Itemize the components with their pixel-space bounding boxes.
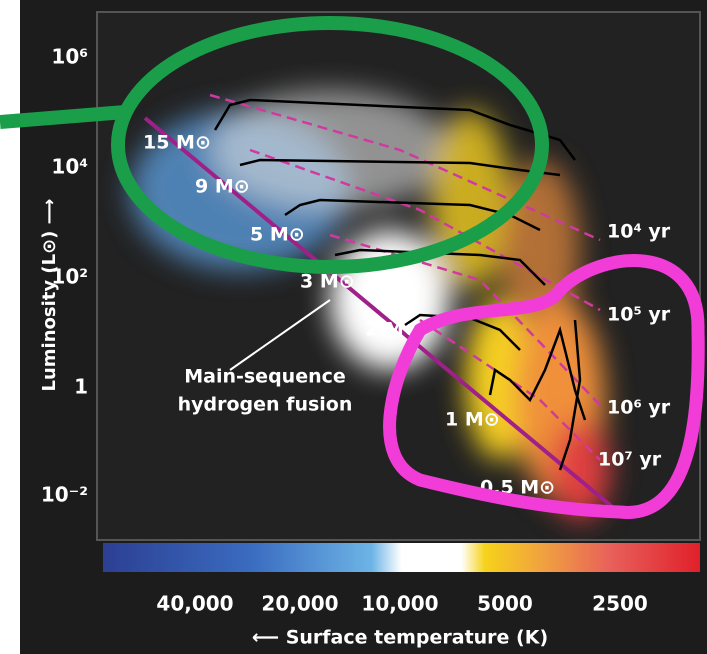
isochrone-label: 10⁵ yr	[607, 304, 671, 326]
x-tick-label: 5000	[477, 592, 533, 616]
mass-label: 5 M⊙	[250, 224, 305, 246]
annotation-pointer	[229, 299, 331, 371]
mass-label: 1 M⊙	[445, 409, 500, 431]
mass-label: 15 M⊙	[143, 132, 211, 154]
isochrone-label: 10⁷ yr	[598, 449, 662, 471]
x-tick-label: 10,000	[361, 592, 438, 616]
mass-label: 2 M⊙	[365, 319, 420, 341]
x-tick-label: 2500	[592, 592, 648, 616]
isochrone-label: 10⁶ yr	[607, 397, 671, 419]
main-sequence	[143, 116, 624, 517]
x-axis-label: ⟵ Surface temperature (K)	[252, 627, 548, 649]
y-tick-label: 10⁻²	[41, 483, 88, 507]
mass-label: 3 M⊙	[300, 271, 355, 293]
color-bar	[103, 543, 700, 572]
mass-label: 9 M⊙	[195, 176, 250, 198]
green-line	[0, 105, 126, 129]
x-tick-label: 40,000	[156, 592, 233, 616]
green-circle	[111, 16, 549, 274]
magenta-outline	[383, 254, 705, 519]
isochrone-label: 10⁴ yr	[607, 221, 671, 243]
y-tick-label: 1	[74, 375, 88, 399]
y-tick-label: 10⁶	[51, 45, 88, 69]
annotation-text: hydrogen fusion	[178, 394, 353, 416]
annotation-text: Main-sequence	[184, 366, 346, 388]
y-tick-label: 10⁴	[51, 155, 88, 179]
y-tick-label: 10²	[51, 265, 88, 289]
x-tick-label: 20,000	[261, 592, 338, 616]
y-axis-label: Luminosity (L⊙) ⟶	[39, 199, 60, 392]
